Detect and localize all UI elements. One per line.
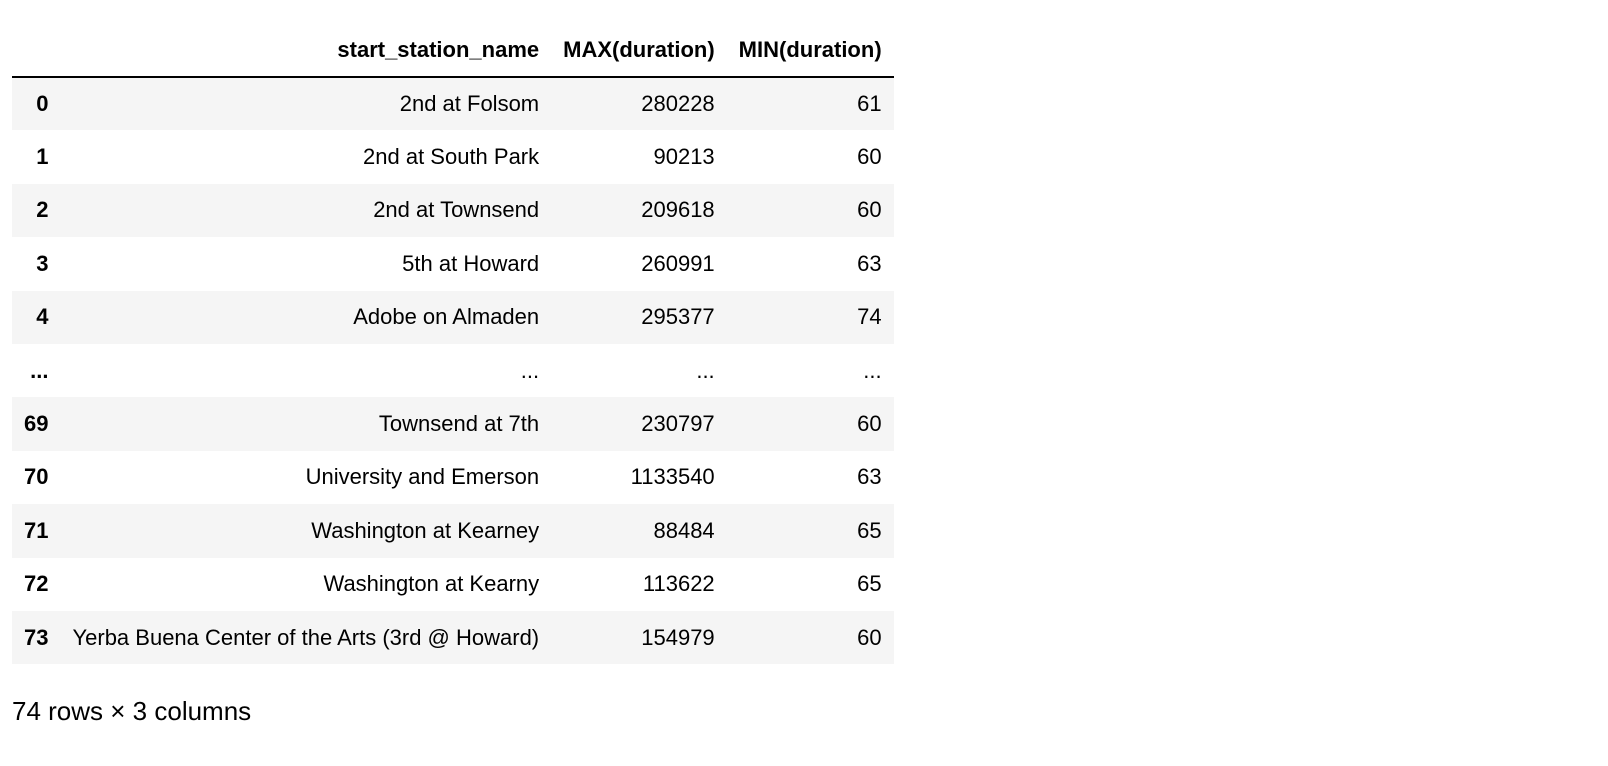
- max-duration-cell: 230797: [641, 411, 715, 437]
- dataframe-table: start_station_name MAX(duration) MIN(dur…: [12, 24, 894, 665]
- row-index: 71: [24, 517, 49, 543]
- table-row: 71 Washington at Kearney 88484 65: [12, 504, 894, 558]
- start-station-name-cell: Washington at Kearney: [311, 517, 540, 543]
- min-duration-cell: 60: [857, 411, 882, 437]
- min-duration-cell: 60: [857, 144, 882, 170]
- row-index: 70: [24, 464, 49, 490]
- row-index: 4: [36, 304, 49, 330]
- min-duration-cell: 65: [857, 571, 882, 597]
- max-duration-cell: 1133540: [630, 464, 715, 490]
- index-column-header: [12, 24, 61, 78]
- table-row: 0 2nd at Folsom 280228 61: [12, 77, 894, 131]
- max-duration-cell: 260991: [641, 250, 715, 276]
- min-duration-header: MIN(duration): [726, 24, 894, 78]
- max-duration-cell: 280228: [641, 91, 715, 117]
- row-index: 1: [36, 144, 49, 170]
- min-duration-cell: 61: [857, 91, 882, 117]
- row-index: ...: [30, 357, 49, 383]
- start-station-name-cell: Washington at Kearny: [323, 571, 540, 597]
- dataframe-shape-text: 74 rows × 3 columns: [12, 696, 252, 726]
- min-duration-cell: 74: [857, 304, 882, 330]
- min-duration-cell: 60: [857, 624, 882, 650]
- table-row: 70 University and Emerson 1133540 63: [12, 451, 894, 504]
- start-station-name-cell: ...: [520, 357, 540, 383]
- max-duration-cell: 90213: [653, 144, 715, 170]
- max-duration-header: MAX(duration): [551, 24, 727, 78]
- start-station-name-cell: 5th at Howard: [402, 250, 540, 276]
- row-index: 0: [36, 91, 49, 117]
- max-duration-cell: 209618: [641, 197, 715, 223]
- min-duration-cell: 65: [857, 517, 882, 543]
- max-duration-cell: 88484: [653, 517, 715, 543]
- dataframe-output: start_station_name MAX(duration) MIN(dur…: [12, 24, 894, 665]
- start-station-name-cell: Yerba Buena Center of the Arts (3rd @ Ho…: [72, 624, 540, 650]
- max-duration-cell: 113622: [642, 571, 715, 597]
- row-index: 3: [36, 250, 49, 276]
- ellipsis-row: ... ... ... ...: [12, 343, 894, 398]
- row-index: 73: [24, 624, 49, 650]
- min-duration-cell: 63: [857, 250, 882, 276]
- table-row: 73 Yerba Buena Center of the Arts (3rd @…: [12, 610, 894, 665]
- table-header: start_station_name MAX(duration) MIN(dur…: [12, 24, 894, 78]
- table-row: 4 Adobe on Almaden 295377 74: [12, 290, 894, 344]
- start-station-name-cell: 2nd at South Park: [363, 144, 540, 170]
- max-duration-cell: ...: [696, 357, 715, 383]
- start-station-name-cell: Adobe on Almaden: [353, 304, 540, 330]
- table-body: 0 2nd at Folsom 280228 61 1 2nd at South…: [12, 77, 894, 665]
- max-duration-cell: 295377: [641, 304, 715, 330]
- table-row: 3 5th at Howard 260991 63: [12, 237, 894, 290]
- min-duration-cell: 63: [857, 464, 882, 490]
- min-duration-cell: ...: [863, 357, 882, 383]
- row-index: 2: [36, 197, 49, 223]
- start-station-name-cell: 2nd at Folsom: [399, 91, 540, 117]
- table-row: 72 Washington at Kearny 113622 65: [12, 558, 894, 611]
- row-index: 69: [24, 411, 49, 437]
- start-station-name-cell: Townsend at 7th: [378, 411, 540, 437]
- start-station-name-header: start_station_name: [60, 24, 552, 78]
- table-row: 69 Townsend at 7th 230797 60: [12, 397, 894, 451]
- table-row: 2 2nd at Townsend 209618 60: [12, 183, 894, 238]
- table-row: 1 2nd at South Park 90213 60: [12, 130, 894, 183]
- row-index: 72: [24, 571, 49, 597]
- max-duration-cell: 154979: [641, 624, 715, 650]
- start-station-name-cell: University and Emerson: [305, 464, 540, 490]
- header-row: start_station_name MAX(duration) MIN(dur…: [12, 24, 894, 78]
- start-station-name-cell: 2nd at Townsend: [373, 197, 540, 223]
- min-duration-cell: 60: [857, 197, 882, 223]
